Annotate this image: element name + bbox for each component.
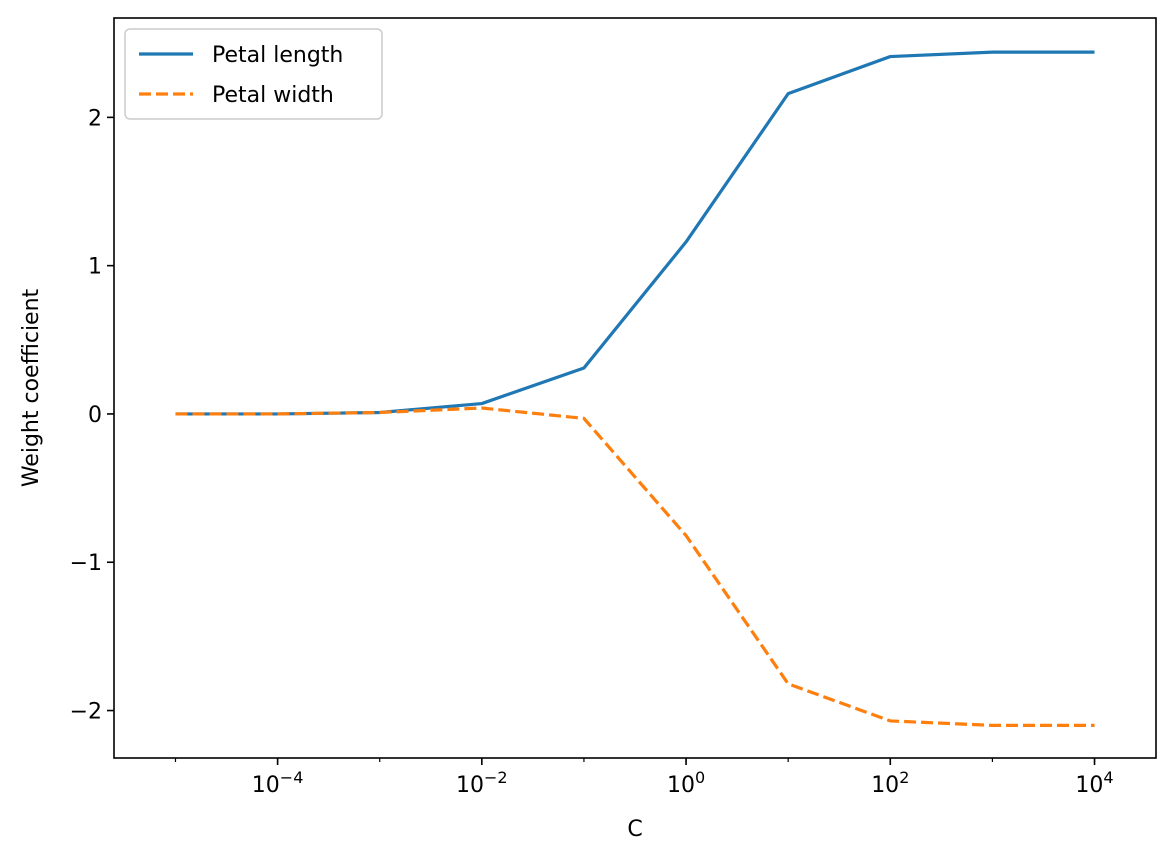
y-ticks: −2 −1 0 1 2: [70, 106, 114, 725]
y-tick-label: 1: [88, 255, 102, 280]
legend-box: [124, 28, 383, 120]
legend: Petal length Petal width: [124, 28, 383, 120]
x-tick-label: 104: [1075, 768, 1113, 798]
y-axis-label: Weight coefficient: [19, 288, 44, 487]
x-ticks: 10−4 10−2 100 102 104: [174, 758, 1114, 798]
y-tick-label: −2: [70, 700, 102, 725]
plot-frame: [113, 17, 1157, 759]
legend-label-petal-length: Petal length: [212, 43, 343, 68]
y-tick-label: 0: [88, 403, 102, 428]
y-tick-label: 2: [88, 106, 102, 131]
y-tick-label: −1: [70, 551, 102, 576]
x-tick-label: 100: [667, 768, 705, 798]
x-tick-label: 102: [871, 768, 909, 798]
legend-label-petal-width: Petal width: [212, 83, 334, 108]
x-axis-label: C: [627, 817, 642, 842]
x-tick-label: 10−4: [252, 768, 304, 798]
series-line-petal-width: [175, 406, 1095, 727]
series-layer: [175, 50, 1095, 727]
x-tick-label: 10−2: [456, 768, 508, 798]
